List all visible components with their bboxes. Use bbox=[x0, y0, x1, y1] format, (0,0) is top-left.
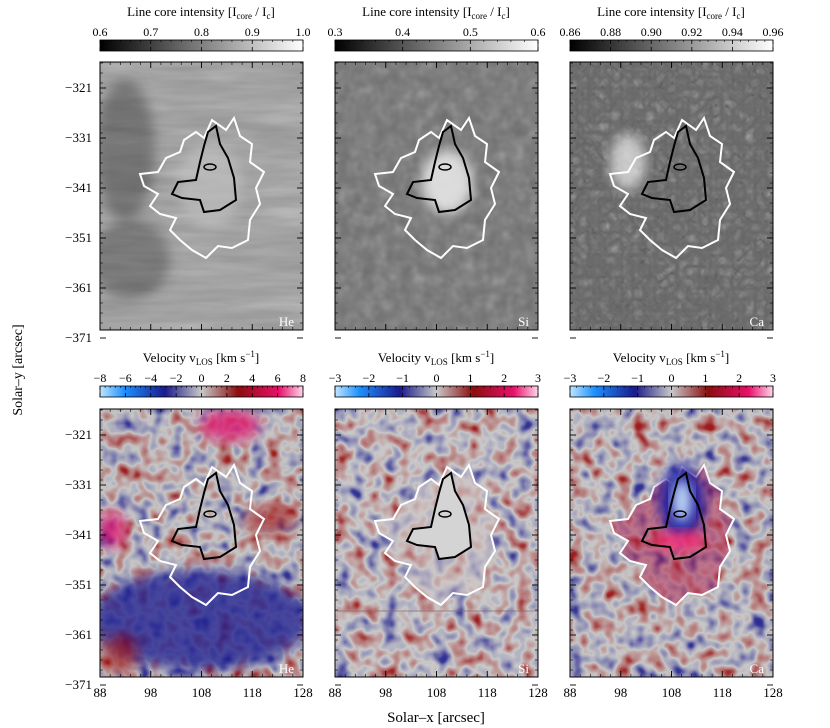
x-tick-label: 108 bbox=[427, 685, 447, 700]
colorbar-tick-label: 0.86 bbox=[560, 25, 581, 39]
colorbar-tick-label: 0.88 bbox=[600, 25, 621, 39]
colorbar-si-intensity: Line core intensity [Icore / Ic] 0.3 0.4 0… bbox=[328, 4, 546, 52]
colorbar-tick-label: −8 bbox=[94, 371, 107, 385]
x-tick-label: 98 bbox=[614, 685, 627, 700]
colorbar-he-velocity: Velocity vLOS [km s−1] −8 −6 −4 −2 0 2 4 6 8 bbox=[94, 349, 306, 398]
colorbar-tick-label: −3 bbox=[329, 371, 342, 385]
panel-label: He bbox=[279, 661, 294, 676]
panel-label: Si bbox=[518, 314, 529, 329]
colorbar-tick-label: 1 bbox=[467, 371, 473, 385]
colorbar-tick-label: 6 bbox=[275, 371, 281, 385]
colorbar-tick-label: 2 bbox=[224, 371, 230, 385]
panel-ca-intensity: Ca bbox=[569, 61, 774, 331]
x-tick-label: 108 bbox=[192, 685, 212, 700]
x-tick-label: 118 bbox=[713, 685, 732, 700]
colorbar-tick-label: 1.0 bbox=[296, 25, 311, 39]
colorbar-tick-label: −2 bbox=[597, 371, 610, 385]
x-tick-label: 98 bbox=[144, 685, 157, 700]
colorbar-tick-label: 3 bbox=[770, 371, 776, 385]
colorbar-tick-label: 0.7 bbox=[143, 25, 158, 39]
colorbar-tick-label: 0.92 bbox=[681, 25, 702, 39]
x-tick-label: 118 bbox=[478, 685, 497, 700]
colorbar-title: Velocity vLOS [km s−1] bbox=[613, 349, 730, 367]
y-tick-label: −321 bbox=[65, 427, 92, 442]
colorbar-title: Velocity vLOS [km s−1] bbox=[378, 349, 495, 367]
colorbar-tick-label: 0.6 bbox=[531, 25, 546, 39]
colorbar-tick-label: 0 bbox=[669, 371, 675, 385]
x-axis-label: Solar–x [arcsec] bbox=[387, 710, 485, 726]
colorbar-tick-label: 8 bbox=[300, 371, 306, 385]
y-tick-label: −351 bbox=[65, 230, 92, 245]
colorbar-tick-label: 0.8 bbox=[194, 25, 209, 39]
y-tick-label: −321 bbox=[65, 80, 92, 95]
panel-si-intensity: Si bbox=[334, 61, 539, 331]
colorbar-tick-label: −4 bbox=[144, 371, 157, 385]
y-tick-label: −331 bbox=[65, 477, 92, 492]
x-tick-label: 128 bbox=[763, 685, 783, 700]
colorbar-si-velocity: Velocity vLOS [km s−1] −3 −2 −1 0 1 2 3 bbox=[329, 349, 541, 398]
panel-he-intensity: He bbox=[99, 61, 304, 331]
y-axis-label: Solar–y [arcsec] bbox=[11, 324, 26, 415]
colorbar-title: Line core intensity [Icore / Ic] bbox=[362, 4, 510, 21]
y-tick-label: −331 bbox=[65, 130, 92, 145]
panel-ca-velocity: Ca bbox=[569, 408, 774, 678]
y-axis-bottom: −321 −331 −341 −351 −361 −371 bbox=[65, 409, 773, 692]
colorbar-tick-label: −1 bbox=[396, 371, 409, 385]
panel-label: Ca bbox=[750, 661, 765, 676]
colorbar-tick-label: 0.96 bbox=[763, 25, 784, 39]
colorbar-tick-label: −6 bbox=[119, 371, 132, 385]
colorbar-tick-label: −1 bbox=[631, 371, 644, 385]
colorbar-ca-velocity: Velocity vLOS [km s−1] −3 −2 −1 0 1 2 3 bbox=[564, 349, 776, 398]
panel-label: Ca bbox=[750, 314, 765, 329]
colorbar-tick-label: 0.94 bbox=[722, 25, 743, 39]
x-tick-label: 98 bbox=[379, 685, 392, 700]
colorbar-tick-label: 2 bbox=[736, 371, 742, 385]
x-axis: 88 98 108 118 128 88 98 108 118 128 88 98 108 118 128 bbox=[94, 62, 783, 700]
colorbar-tick-label: 0.9 bbox=[245, 25, 260, 39]
y-tick-label: −361 bbox=[65, 627, 92, 642]
colorbar-ca-intensity: Line core intensity [Icore / Ic] 0.86 0.8… bbox=[560, 4, 784, 52]
y-tick-label: −371 bbox=[65, 677, 92, 692]
x-tick-label: 88 bbox=[94, 685, 107, 700]
x-tick-label: 88 bbox=[329, 685, 342, 700]
colorbar-tick-label: 0.6 bbox=[93, 25, 108, 39]
colorbar-tick-label: 0.5 bbox=[463, 25, 478, 39]
panel-si-velocity: Si bbox=[334, 408, 539, 678]
x-tick-label: 88 bbox=[564, 685, 577, 700]
colorbar-tick-label: −2 bbox=[170, 371, 183, 385]
panel-he-velocity: He bbox=[99, 408, 304, 678]
colorbar-tick-label: 3 bbox=[535, 371, 541, 385]
colorbar-tick-label: 0.90 bbox=[641, 25, 662, 39]
x-tick-label: 108 bbox=[662, 685, 682, 700]
colorbar-tick-label: 0 bbox=[434, 371, 440, 385]
colorbar-title: Velocity vLOS [km s−1] bbox=[143, 349, 260, 367]
colorbar-tick-label: 0.4 bbox=[395, 25, 410, 39]
y-tick-label: −371 bbox=[65, 330, 92, 345]
colorbar-he-intensity: Line core intensity [Icore / Ic] 0.6 0.7 0… bbox=[93, 4, 311, 52]
y-axis-top: −321 −331 −341 −351 −361 −371 bbox=[65, 62, 773, 345]
x-tick-label: 128 bbox=[293, 685, 313, 700]
y-tick-label: −351 bbox=[65, 577, 92, 592]
colorbar-title: Line core intensity [Icore / Ic] bbox=[597, 4, 745, 21]
colorbar-tick-label: −3 bbox=[564, 371, 577, 385]
y-tick-label: −341 bbox=[65, 527, 92, 542]
x-tick-label: 128 bbox=[528, 685, 548, 700]
y-tick-label: −361 bbox=[65, 280, 92, 295]
colorbar-tick-label: 4 bbox=[249, 371, 255, 385]
panel-label: He bbox=[279, 314, 294, 329]
colorbar-tick-label: 0 bbox=[199, 371, 205, 385]
colorbar-tick-label: −2 bbox=[362, 371, 375, 385]
colorbar-title: Line core intensity [Icore / Ic] bbox=[127, 4, 275, 21]
y-tick-label: −341 bbox=[65, 180, 92, 195]
colorbar-tick-label: 2 bbox=[501, 371, 507, 385]
panel-label: Si bbox=[518, 661, 529, 676]
x-tick-label: 118 bbox=[243, 685, 262, 700]
colorbar-tick-label: 1 bbox=[702, 371, 708, 385]
colorbar-tick-label: 0.3 bbox=[328, 25, 343, 39]
